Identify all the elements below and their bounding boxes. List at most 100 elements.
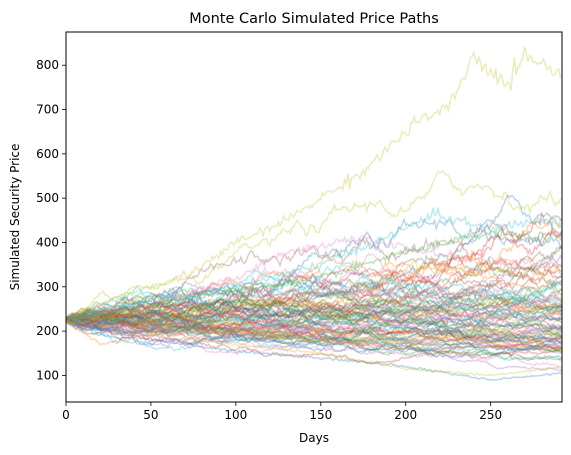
y-tick-label: 800	[36, 58, 59, 72]
price-path-95	[65, 205, 563, 322]
price-path-40	[65, 291, 563, 327]
price-path-100	[65, 228, 563, 321]
price-path-83	[65, 286, 563, 338]
y-tick-label: 700	[36, 103, 59, 117]
price-path-77	[65, 319, 563, 353]
price-path-99	[65, 319, 563, 352]
price-path-44	[65, 309, 563, 353]
plot-lines	[65, 46, 563, 381]
price-path-15	[65, 253, 563, 322]
x-axis-title: Days	[299, 431, 329, 445]
price-path-38	[65, 283, 563, 333]
price-path-46	[65, 275, 563, 324]
price-path-49	[65, 314, 563, 345]
price-path-50	[65, 305, 563, 326]
price-path-80	[65, 308, 563, 342]
price-path-78	[65, 287, 563, 326]
price-path-93	[65, 292, 563, 327]
price-path-53	[65, 298, 563, 357]
price-path-90	[65, 278, 563, 324]
y-tick-label: 400	[36, 235, 59, 249]
price-path-16	[65, 289, 563, 328]
price-path-34	[65, 270, 563, 332]
price-path-56	[65, 243, 563, 328]
y-tick-label: 100	[36, 368, 59, 382]
price-path-84	[65, 309, 563, 343]
price-path-91	[65, 300, 563, 338]
price-path-94	[65, 46, 563, 322]
price-path-27	[65, 315, 563, 344]
x-axis: 0 50 100 150 200 250	[62, 402, 502, 422]
y-tick-label: 200	[36, 324, 59, 338]
y-tick-label: 500	[36, 191, 59, 205]
price-path-39	[65, 297, 563, 343]
price-path-60	[65, 272, 563, 328]
plot-frame	[65, 31, 563, 403]
price-path-62	[65, 311, 563, 350]
price-path-32	[65, 304, 563, 327]
price-path-43	[65, 299, 563, 353]
price-path-55	[65, 302, 563, 348]
price-path-1	[65, 303, 563, 342]
price-path-57	[65, 314, 563, 357]
price-path-48	[65, 314, 563, 345]
price-path-85	[65, 315, 563, 338]
price-path-42	[65, 258, 563, 330]
price-path-37	[65, 315, 563, 355]
price-path-23	[65, 299, 563, 344]
price-path-88	[65, 279, 563, 322]
x-tick-label: 200	[394, 408, 417, 422]
price-path-59	[65, 308, 563, 344]
price-path-13	[65, 318, 562, 361]
price-path-73	[65, 279, 563, 329]
price-path-89	[65, 309, 563, 347]
price-path-58	[65, 286, 563, 329]
x-tick-label: 250	[479, 408, 502, 422]
price-path-52	[65, 251, 563, 326]
price-path-63	[65, 308, 563, 339]
price-path-74	[65, 255, 563, 323]
price-path-96	[65, 233, 563, 321]
price-path-51	[65, 227, 563, 325]
price-path-67	[65, 310, 563, 335]
price-path-47	[65, 252, 562, 326]
x-tick-label: 0	[62, 408, 70, 422]
price-path-61	[65, 299, 563, 343]
price-path-30	[65, 319, 563, 362]
price-path-75	[65, 319, 563, 349]
price-path-41	[65, 299, 563, 348]
price-path-45	[65, 317, 563, 347]
price-path-64	[65, 211, 563, 327]
price-path-54	[65, 308, 563, 334]
price-path-76	[65, 262, 563, 326]
price-path-29	[65, 170, 563, 322]
price-path-3	[65, 246, 563, 324]
price-path-36	[65, 306, 563, 328]
price-path-28	[65, 298, 563, 338]
price-path-11	[65, 194, 563, 333]
price-path-86	[65, 264, 563, 324]
price-path-31	[65, 317, 563, 359]
chart-title: Monte Carlo Simulated Price Paths	[189, 11, 439, 27]
price-path-14	[65, 298, 563, 321]
price-path-68	[65, 318, 563, 345]
price-path-69	[65, 259, 563, 325]
price-path-10	[65, 261, 563, 322]
y-axis: 100 200 300 400 500 600 700 800	[36, 58, 66, 382]
price-path-66	[65, 308, 563, 362]
price-path-71	[65, 317, 563, 354]
price-path-25	[65, 309, 563, 338]
price-path-19	[65, 294, 562, 340]
price-path-81	[65, 319, 563, 353]
price-path-5	[65, 298, 563, 336]
price-path-65	[65, 282, 563, 323]
price-path-8	[65, 317, 563, 349]
price-path-12	[65, 317, 563, 343]
price-path-70	[65, 269, 563, 322]
price-path-79	[65, 305, 563, 351]
price-path-17	[65, 310, 563, 371]
price-path-22	[65, 300, 563, 336]
price-path-18	[65, 302, 563, 327]
price-path-20	[65, 305, 563, 352]
